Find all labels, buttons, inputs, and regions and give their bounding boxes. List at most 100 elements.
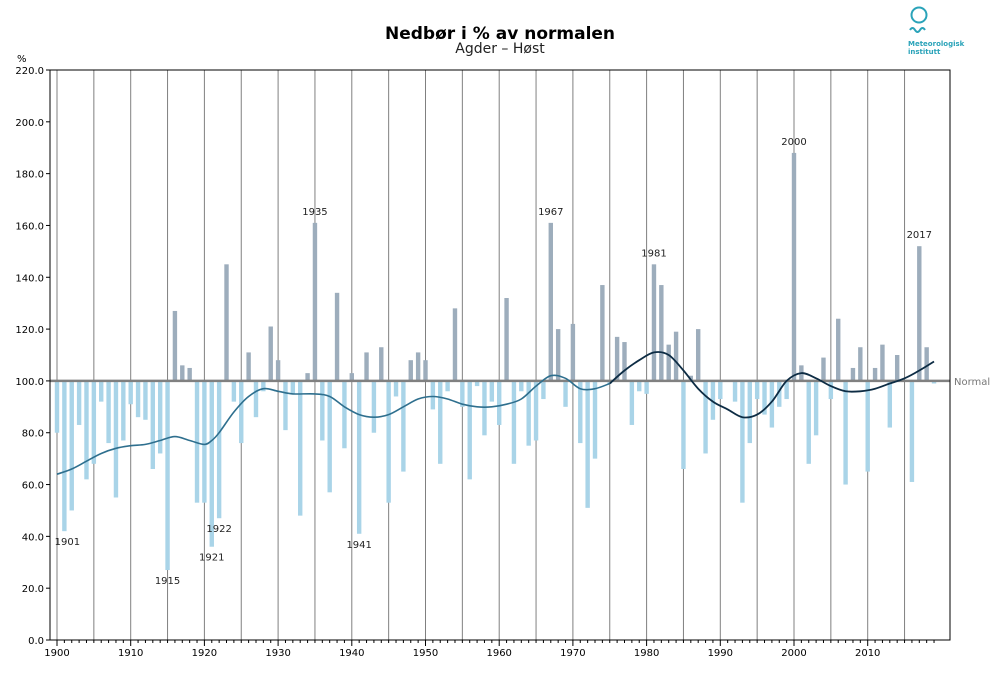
bar-1943 bbox=[371, 380, 377, 433]
bar-1976 bbox=[614, 336, 620, 381]
y-tick-label-0: 0.0 bbox=[28, 636, 44, 647]
x-tick-label-1960: 1960 bbox=[486, 648, 511, 659]
bar-1902 bbox=[69, 380, 74, 511]
bar-1971 bbox=[578, 380, 583, 444]
x-tick-label-1910: 1910 bbox=[118, 648, 143, 659]
y-tick-label-220: 220.0 bbox=[15, 66, 44, 77]
y-tick-label-40: 40.0 bbox=[22, 532, 44, 543]
bar-1937 bbox=[327, 380, 332, 493]
y-tick-label-20: 20.0 bbox=[22, 584, 44, 595]
bar-2008 bbox=[850, 367, 856, 381]
bar-1959 bbox=[489, 380, 495, 402]
annotation-1935: 1935 bbox=[302, 207, 327, 218]
met-logo-icon bbox=[909, 6, 928, 33]
x-tick-label-1950: 1950 bbox=[413, 648, 438, 659]
x-tick-label-1900: 1900 bbox=[44, 648, 69, 659]
x-tick-label-2010: 2010 bbox=[855, 648, 880, 659]
bar-1900 bbox=[54, 380, 60, 433]
y-tick-label-140: 140.0 bbox=[15, 273, 44, 284]
bar-1917 bbox=[180, 365, 185, 381]
bar-1989 bbox=[710, 380, 716, 420]
annotation-1901: 1901 bbox=[55, 537, 80, 548]
bar-1949 bbox=[415, 352, 421, 381]
bar-1930 bbox=[275, 360, 281, 381]
bar-2017 bbox=[917, 246, 922, 381]
bar-1926 bbox=[246, 352, 251, 381]
logo-text: Meteorologisk institutt bbox=[908, 40, 964, 56]
bar-2010 bbox=[865, 380, 870, 472]
bar-1994 bbox=[747, 380, 752, 444]
bar-1948 bbox=[408, 360, 413, 381]
bar-1920 bbox=[202, 380, 207, 503]
bar-1961 bbox=[504, 298, 509, 381]
bar-1960 bbox=[497, 380, 502, 425]
bar-1953 bbox=[445, 380, 450, 392]
bar-1946 bbox=[393, 380, 399, 397]
bar-1924 bbox=[231, 380, 237, 402]
bar-1969 bbox=[563, 380, 568, 407]
annotation-2000: 2000 bbox=[781, 137, 806, 148]
bar-1957 bbox=[474, 380, 480, 387]
bar-1973 bbox=[592, 380, 598, 459]
bar-1912 bbox=[143, 380, 148, 420]
x-tick-label-1980: 1980 bbox=[634, 648, 659, 659]
bar-1979 bbox=[637, 380, 642, 392]
y-tick-label-100: 100.0 bbox=[15, 377, 44, 388]
bar-2013 bbox=[887, 380, 893, 428]
x-tick-label-1970: 1970 bbox=[560, 648, 585, 659]
bar-1935 bbox=[312, 222, 318, 381]
bar-1978 bbox=[629, 380, 635, 425]
x-tick-label-1930: 1930 bbox=[265, 648, 290, 659]
bar-1951 bbox=[430, 380, 436, 410]
bar-1967 bbox=[548, 222, 553, 381]
bar-1950 bbox=[423, 360, 428, 381]
bar-1906 bbox=[99, 380, 104, 402]
bar-1913 bbox=[150, 380, 156, 469]
bar-1958 bbox=[482, 380, 487, 436]
bar-1923 bbox=[224, 264, 229, 381]
logo-wave bbox=[909, 27, 926, 33]
bar-1964 bbox=[526, 380, 531, 446]
bar-1939 bbox=[342, 380, 347, 449]
bar-2019 bbox=[931, 380, 937, 384]
bar-1942 bbox=[364, 352, 369, 381]
bar-1993 bbox=[740, 380, 745, 503]
bar-2002 bbox=[806, 380, 811, 464]
annotation-1922: 1922 bbox=[206, 524, 231, 535]
bar-1965 bbox=[533, 380, 539, 441]
bar-1952 bbox=[438, 380, 443, 464]
bar-1919 bbox=[194, 380, 200, 503]
bar-1992 bbox=[732, 380, 738, 402]
chart-title: Nedbør i % av normalen bbox=[384, 24, 616, 44]
x-tick-label-1990: 1990 bbox=[708, 648, 733, 659]
bar-1990 bbox=[718, 380, 723, 400]
bar-1945 bbox=[386, 380, 391, 503]
annotation-1941: 1941 bbox=[346, 540, 371, 551]
bar-1966 bbox=[541, 380, 546, 400]
bar-1910 bbox=[128, 380, 133, 405]
bar-1975 bbox=[607, 380, 612, 384]
bar-1996 bbox=[762, 380, 767, 415]
bar-1970 bbox=[570, 323, 576, 381]
bar-1941 bbox=[356, 380, 362, 534]
bar-1909 bbox=[121, 380, 126, 441]
bar-1947 bbox=[401, 380, 406, 472]
logo-line-2: institutt bbox=[908, 48, 941, 56]
smoothed-curve-early bbox=[56, 374, 611, 475]
bar-1925 bbox=[239, 380, 244, 444]
bar-1968 bbox=[555, 329, 561, 381]
y-tick-label-200: 200.0 bbox=[15, 118, 44, 129]
bar-2005 bbox=[828, 380, 834, 400]
bar-2018 bbox=[924, 347, 929, 381]
bar-1928 bbox=[261, 380, 266, 392]
chart-subtitle: Agder – Høst bbox=[455, 41, 545, 57]
bar-1921 bbox=[209, 380, 214, 547]
bar-2003 bbox=[813, 380, 819, 436]
bar-1931 bbox=[283, 380, 288, 431]
bar-1933 bbox=[298, 380, 303, 516]
bar-1955 bbox=[460, 380, 465, 407]
bar-1934 bbox=[305, 373, 310, 381]
bar-1903 bbox=[76, 380, 82, 425]
bar-1956 bbox=[467, 380, 472, 480]
